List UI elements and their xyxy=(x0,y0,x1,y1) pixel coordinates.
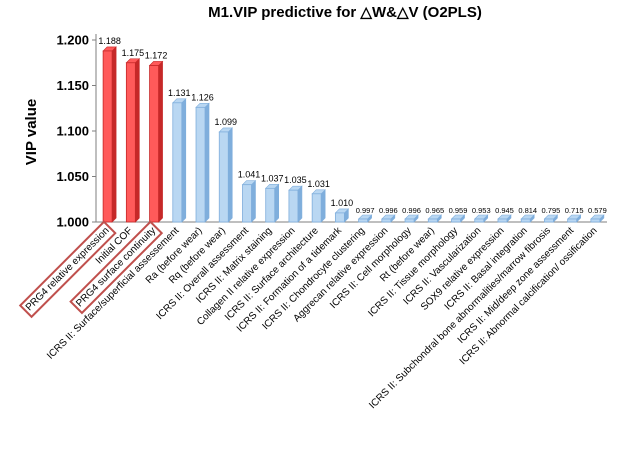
y-tick-label: 1.000 xyxy=(56,215,89,230)
bar-side xyxy=(111,46,117,223)
bar xyxy=(497,218,508,223)
bar-side xyxy=(158,60,163,223)
data-label: 1.126 xyxy=(191,92,214,102)
bar xyxy=(218,131,229,223)
chart-title: M1.VIP predictive for △W&△V (O2PLS) xyxy=(208,4,482,21)
data-label: 1.010 xyxy=(331,198,354,208)
bar xyxy=(451,218,461,223)
bar xyxy=(311,193,322,223)
bar xyxy=(288,189,299,223)
data-label: 1.035 xyxy=(284,175,307,185)
bar xyxy=(544,218,554,223)
data-label: 1.188 xyxy=(98,36,121,46)
bar-side xyxy=(181,98,187,223)
data-label: 1.099 xyxy=(214,117,237,127)
bar xyxy=(474,218,485,223)
data-label: 0.795 xyxy=(542,206,561,215)
bar xyxy=(172,102,183,223)
bar-side xyxy=(251,179,256,223)
bar xyxy=(567,218,578,223)
bar-side xyxy=(135,58,140,223)
data-label: 0.945 xyxy=(495,206,514,215)
data-label: 1.131 xyxy=(168,88,191,98)
bar xyxy=(334,212,345,223)
data-label: 0.953 xyxy=(472,206,491,215)
y-axis-label: VIP value xyxy=(23,99,40,165)
data-label: 1.031 xyxy=(307,179,330,189)
bar xyxy=(427,218,438,223)
bar xyxy=(149,65,159,223)
data-label: 0.959 xyxy=(449,206,468,215)
data-label: 1.172 xyxy=(145,50,168,60)
label-highlight-box xyxy=(69,220,164,315)
data-label: 0.997 xyxy=(356,206,375,215)
y-tick-label: 1.150 xyxy=(56,78,89,93)
data-label: 0.965 xyxy=(425,206,444,215)
data-label: 0.579 xyxy=(588,206,607,215)
bar xyxy=(590,218,601,223)
bar xyxy=(102,50,113,223)
y-tick-label: 1.100 xyxy=(56,124,89,139)
bar-side xyxy=(274,183,280,223)
bar xyxy=(381,218,392,223)
y-tick-label: 1.050 xyxy=(56,169,89,184)
bar xyxy=(125,62,136,223)
data-label: 1.037 xyxy=(261,173,284,183)
bar-side xyxy=(320,189,326,223)
y-tick-label: 1.200 xyxy=(56,33,89,48)
bar xyxy=(265,187,276,223)
bar-side xyxy=(297,185,303,223)
data-label: 0.814 xyxy=(518,206,537,215)
bar xyxy=(520,218,531,223)
data-label: 0.996 xyxy=(402,206,421,215)
label-highlight-box xyxy=(18,220,117,319)
data-label: 1.041 xyxy=(238,170,261,180)
bar xyxy=(195,106,206,223)
data-label: 0.996 xyxy=(379,206,398,215)
bar xyxy=(404,218,415,223)
bar xyxy=(358,218,369,223)
bar xyxy=(242,184,252,223)
bar-side xyxy=(227,127,233,223)
data-label: 1.175 xyxy=(122,48,145,58)
data-label: 0.715 xyxy=(565,206,584,215)
bar-side xyxy=(204,102,210,223)
